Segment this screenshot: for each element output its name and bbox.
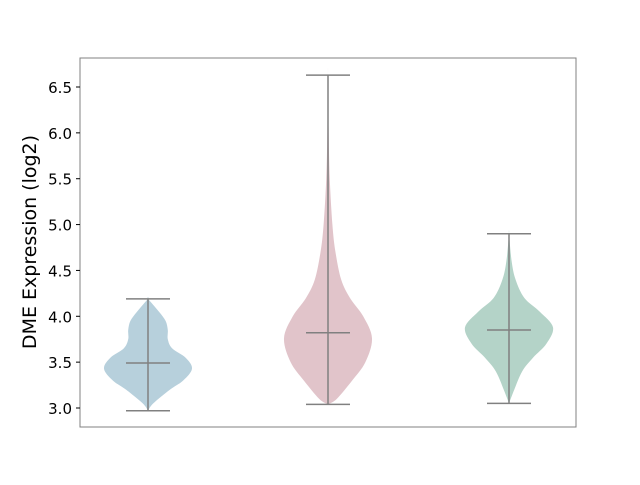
- violin-3: [464, 230, 554, 405]
- y-tick-label: 6.5: [48, 79, 72, 97]
- y-axis-label: DME Expression (log2): [19, 135, 41, 349]
- violins: [103, 67, 554, 412]
- y-tick-label: 3.0: [48, 400, 72, 418]
- y-tick-label: 3.5: [48, 354, 72, 372]
- y-axis: 3.0 3.5 4.0 4.5 5.0 5.5 6.0 6.5: [48, 79, 80, 418]
- y-tick-label: 4.5: [48, 262, 72, 280]
- violin-1: [103, 297, 193, 412]
- y-tick-label: 5.0: [48, 217, 72, 235]
- y-tick-label: 6.0: [48, 125, 72, 143]
- y-tick-label: 4.0: [48, 308, 72, 326]
- plot-frame: [79, 57, 577, 428]
- y-tick-label: 5.5: [48, 171, 72, 189]
- violin-2: [283, 67, 373, 406]
